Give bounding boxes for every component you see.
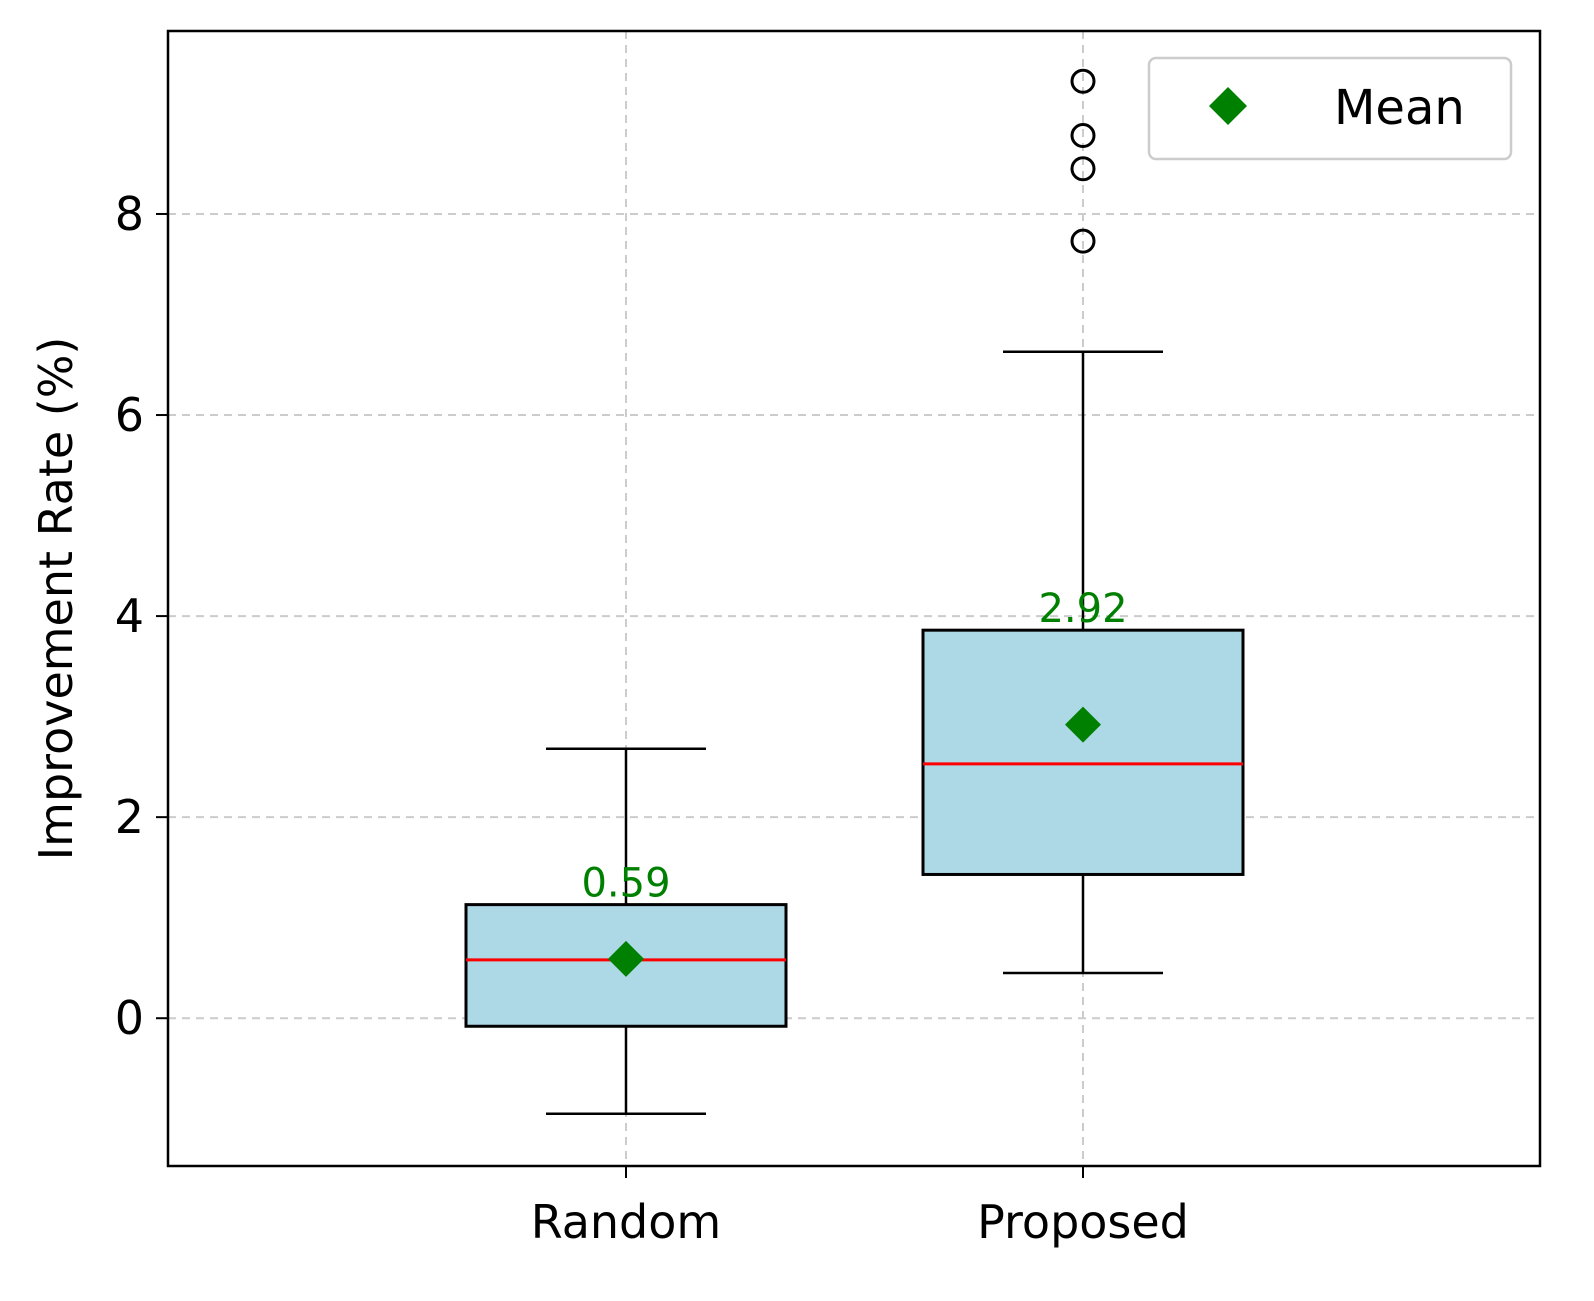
outlier-point [1070,123,1096,149]
box-proposed: 2.92 [921,68,1245,975]
y-tick-label: 4 [115,589,144,643]
outlier-point [1070,228,1096,254]
legend: Mean [1147,56,1513,161]
y-tick-label: 6 [115,388,144,442]
y-tick-label: 0 [115,991,144,1045]
outlier-point [1070,68,1096,94]
legend-box [1147,56,1513,161]
y-tick-label: 2 [115,790,144,844]
mean-value-label-random: 0.59 [581,861,670,907]
y-tick-label: 8 [115,187,144,241]
box-random: 0.59 [464,747,788,1115]
x-tick-label: Random [531,1195,721,1249]
outlier-point [1070,156,1096,182]
plot-frame [166,29,1542,1168]
box-layer: 0.59 2.92 [464,68,1245,1115]
axis-layer: 0 2 4 6 8 Random Proposed [115,187,1189,1249]
box-body-proposed [921,628,1245,876]
legend-mean-label: Mean [1334,80,1465,136]
mean-value-label-proposed: 2.92 [1038,586,1127,632]
legend-mean-marker [1209,87,1247,125]
mean-marker-proposed [1065,706,1101,743]
x-tick-label: Proposed [977,1195,1189,1249]
mean-marker-random [608,940,644,977]
grid-layer [168,31,1540,1166]
y-axis-label: Improvement Rate (%) [29,337,83,861]
